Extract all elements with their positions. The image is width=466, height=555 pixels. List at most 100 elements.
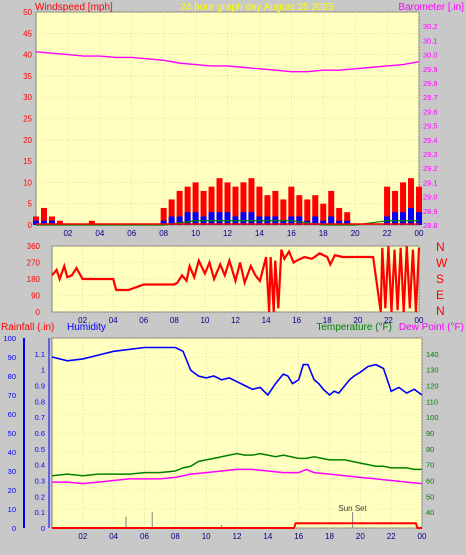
series-group: Sun Set [51, 346, 423, 529]
sunset-annotation: Sun Set [338, 504, 367, 513]
wind-speed-bar [216, 212, 223, 225]
x-tick-label: 18 [319, 229, 328, 238]
wind-gust-bar [264, 195, 271, 225]
wind-gust-bar [384, 186, 391, 225]
x-tick-label: 22 [383, 229, 392, 238]
y-tick-label-left: 10 [23, 178, 32, 187]
y-tick-label-left: 20 [23, 136, 32, 145]
y-tick-label-rain: 0.4 [35, 461, 45, 470]
wind-gust-bar [240, 182, 247, 225]
y-tick-label-right: 30.0 [423, 51, 438, 60]
y-tick-label-rain: 0.1 [35, 508, 45, 517]
x-tick-label: 02 [78, 532, 87, 541]
wind-gust-bar [176, 190, 183, 225]
x-tick-label: 06 [127, 229, 136, 238]
y-tick-label-right: 29.0 [423, 193, 438, 202]
x-tick-label: 04 [109, 316, 118, 325]
x-tick-label: 08 [170, 316, 179, 325]
y-tick-label-temp: 50 [426, 492, 434, 501]
plot-area-climate [51, 337, 423, 529]
y-tick-label-temp: 100 [426, 413, 439, 422]
x-tick-label: 14 [262, 316, 271, 325]
wind-speed-bar [392, 212, 399, 225]
y-tick-label-temp: 140 [426, 350, 439, 359]
wind-average-line [36, 220, 419, 226]
y-tick-label-rain: 0.2 [35, 492, 45, 501]
y-tick-label-rain: 1.1 [35, 350, 45, 359]
wind-gust-bar [208, 186, 215, 225]
wind-gust-bar [200, 190, 207, 225]
x-tick-label: 16 [292, 316, 301, 325]
x-tick-label: 20 [353, 316, 362, 325]
barometer-line [35, 51, 420, 73]
y-axis-label-left: Windspeed [mph] [35, 2, 113, 13]
wind-gust-bar [296, 195, 303, 225]
wind-speed-bar [320, 220, 327, 225]
y-tick-label-left: 40 [23, 51, 32, 60]
temperature-line [51, 452, 422, 477]
y-tick-label-right: 29.2 [423, 164, 438, 173]
x-tick-label: 22 [387, 532, 396, 541]
wind-speed-bar [328, 216, 335, 225]
y-tick-label-rain: 0.8 [35, 397, 45, 406]
chart-title: 24 hour graph day August 25 2025 [180, 2, 334, 13]
dewpoint-line [52, 468, 423, 485]
x-tick-label: 08 [159, 229, 168, 238]
wind-speed-bar [312, 216, 319, 225]
y-tick-label-left: 45 [23, 29, 32, 38]
y-tick-label-left: 30 [23, 93, 32, 102]
wind-speed-bar [40, 220, 47, 225]
series-group [51, 245, 421, 313]
wind-speed-bar [408, 207, 415, 225]
y-tick-label-humidity: 10 [8, 505, 16, 514]
x-tick-label: 00 [418, 532, 427, 541]
y-axis-label-temperature: Temperature (°F) [316, 322, 392, 333]
x-tick-label: 22 [384, 316, 393, 325]
wind-speed-bar [160, 220, 167, 225]
wind-gust-bar [184, 186, 191, 225]
wind-speed-bar [208, 212, 215, 225]
compass-label: N [436, 304, 445, 318]
y-tick-label-right: 29.5 [423, 122, 438, 131]
x-tick-label: 12 [223, 229, 232, 238]
rainfall-line [52, 522, 422, 529]
wind-gust-bar [224, 182, 231, 225]
x-tick-label: 14 [263, 532, 272, 541]
wind-gust-bar [56, 220, 63, 225]
wind-speed-bar [344, 220, 351, 225]
wind-gust-bar [408, 178, 415, 225]
y-tick-label-rain: 1 [41, 366, 45, 375]
y-tick-label: 90 [31, 292, 40, 301]
x-tick-label: 06 [140, 532, 149, 541]
wind-gust-bar [288, 186, 295, 225]
y-tick-label-left: 5 [28, 200, 33, 209]
wind-speed-bar [296, 216, 303, 225]
wind-speed-bar [280, 220, 287, 225]
compass-label: W [436, 256, 448, 270]
x-tick-label: 08 [171, 532, 180, 541]
y-tick-label-right: 29.6 [423, 107, 438, 116]
y-tick-label-temp: 80 [426, 445, 434, 454]
y-tick-label-right: 29.4 [423, 136, 438, 145]
x-tick-label: 00 [415, 229, 424, 238]
y-tick-label-humidity: 60 [8, 410, 16, 419]
x-tick-label: 20 [351, 229, 360, 238]
y-tick-label-humidity: 40 [8, 448, 16, 457]
x-tick-label: 10 [202, 532, 211, 541]
y-tick-label: 180 [27, 275, 41, 284]
x-tick-label: 16 [287, 229, 296, 238]
wind-gust-bar [248, 178, 255, 225]
x-tick-label: 04 [109, 532, 118, 541]
wind-speed-bar [416, 212, 422, 225]
x-tick-label: 18 [325, 532, 334, 541]
wind-gust-bar [312, 195, 319, 225]
y-tick-label-right: 30.2 [423, 22, 438, 31]
axes: 010203040506070809010000.10.20.30.40.50.… [3, 334, 438, 541]
wind-speed-bar [48, 220, 55, 225]
wind-gust-bar [392, 190, 399, 225]
wind-gust-bar [304, 199, 311, 225]
x-tick-label: 00 [415, 316, 424, 325]
y-tick-label-temp: 120 [426, 382, 439, 391]
y-tick-label-right: 29.3 [423, 150, 438, 159]
